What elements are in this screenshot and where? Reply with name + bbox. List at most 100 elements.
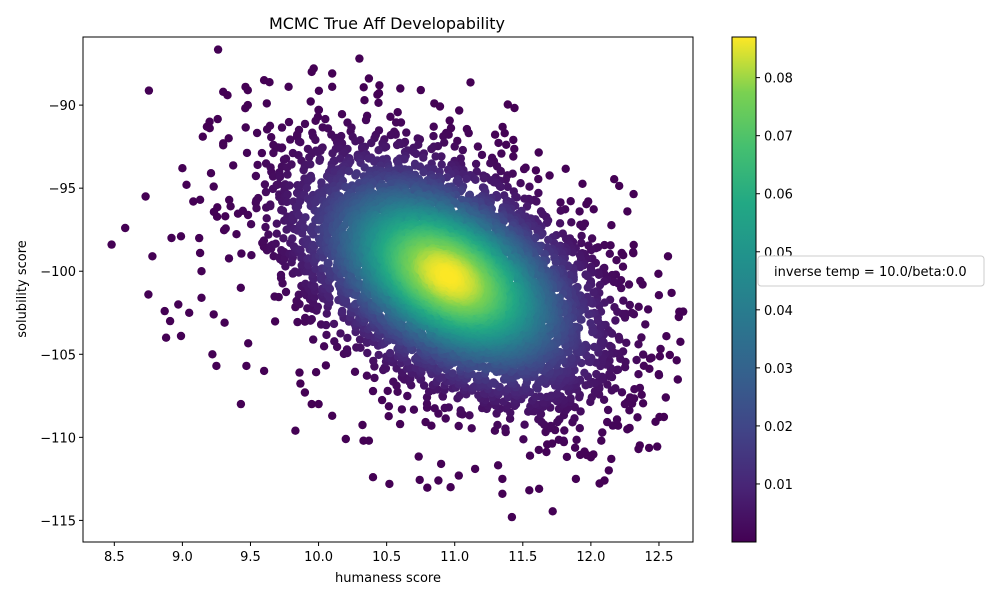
scatter-point — [556, 206, 565, 215]
scatter-point — [272, 219, 281, 228]
scatter-point — [619, 251, 628, 260]
scatter-point — [375, 81, 384, 90]
scatter-point — [653, 442, 662, 451]
scatter-point — [264, 230, 273, 239]
scatter-point — [614, 332, 623, 342]
scatter-point — [570, 414, 579, 423]
scatter-point — [314, 86, 324, 96]
scatter-point — [337, 110, 347, 119]
scatter-point — [358, 420, 367, 430]
scatter-point — [534, 484, 544, 493]
scatter-point — [281, 154, 291, 163]
scatter-point — [617, 388, 627, 397]
scatter-point — [224, 134, 233, 143]
scatter-point — [277, 144, 286, 153]
scatter-point — [262, 99, 271, 108]
scatter-point — [503, 100, 512, 109]
scatter-point — [525, 451, 535, 460]
scatter-point — [454, 421, 463, 431]
scatter-point — [548, 507, 557, 516]
scatter-point — [434, 476, 443, 485]
scatter-point — [260, 180, 270, 189]
scatter-point — [322, 309, 331, 318]
scatter-point — [209, 182, 218, 191]
scatter-point — [329, 319, 339, 329]
scatter-point — [656, 344, 665, 354]
scatter-point — [362, 371, 372, 380]
scatter-point — [351, 137, 360, 146]
scatter-point — [213, 203, 222, 212]
scatter-point — [198, 132, 207, 141]
scatter-point — [328, 82, 337, 92]
scatter-point — [277, 123, 287, 132]
scatter-point — [324, 259, 333, 268]
scatter-point — [314, 147, 323, 157]
scatter-point — [321, 320, 331, 330]
scatter-point — [623, 425, 632, 434]
scatter-point — [195, 195, 205, 204]
scatter-point — [619, 296, 628, 305]
scatter-point — [261, 222, 270, 232]
scatter-point — [251, 171, 261, 181]
scatter-point — [505, 414, 515, 423]
scatter-point — [223, 91, 232, 100]
scatter-point — [594, 270, 604, 279]
scatter-point — [300, 223, 309, 232]
scatter-point — [534, 445, 543, 455]
scatter-point — [328, 149, 337, 158]
scatter-point — [622, 338, 631, 347]
scatter-point — [195, 248, 205, 258]
scatter-point — [576, 407, 585, 416]
scatter-point — [470, 464, 480, 474]
scatter-point — [224, 254, 234, 263]
scatter-point — [525, 182, 534, 191]
scatter-point — [620, 399, 630, 409]
scatter-point — [464, 128, 473, 138]
scatter-point — [243, 210, 253, 220]
scatter-point — [577, 231, 586, 241]
scatter-point — [412, 149, 421, 159]
scatter-point — [595, 280, 605, 290]
scatter-point — [301, 213, 310, 222]
scatter-point — [554, 435, 563, 444]
scatter-point — [465, 411, 474, 420]
scatter-point — [638, 399, 648, 408]
scatter-point — [507, 512, 517, 522]
scatter-point — [381, 364, 391, 373]
scatter-point — [466, 78, 475, 87]
scatter-point — [306, 97, 315, 106]
scatter-point — [176, 232, 186, 241]
scatter-point — [427, 144, 436, 154]
scatter-point — [338, 306, 347, 316]
scatter-point — [609, 277, 618, 287]
scatter-point — [605, 249, 614, 258]
scatter-point — [467, 424, 476, 433]
scatter-point — [441, 414, 450, 423]
scatter-point — [161, 333, 171, 342]
scatter-point — [237, 249, 246, 258]
scatter-point — [458, 145, 467, 155]
scatter-point — [575, 424, 584, 433]
scatter-point — [603, 405, 613, 415]
scatter-point — [350, 367, 360, 376]
scatter-point — [296, 379, 305, 388]
scatter-point — [419, 153, 428, 162]
scatter-point — [232, 230, 241, 239]
scatter-point — [598, 428, 607, 437]
scatter-point — [500, 129, 509, 138]
scatter-point — [581, 381, 590, 390]
scatter-point — [610, 303, 619, 312]
scatter-point — [208, 350, 217, 359]
scatter-point — [309, 230, 318, 239]
scatter-point — [629, 249, 638, 258]
scatter-point — [486, 159, 495, 168]
scatter-point — [241, 104, 250, 113]
scatter-point — [490, 130, 500, 139]
scatter-point — [429, 122, 438, 131]
scatter-point — [534, 188, 543, 198]
scatter-point — [342, 345, 352, 354]
scatter-point — [612, 415, 622, 424]
scatter-point — [510, 103, 519, 113]
scatter-point — [589, 288, 598, 297]
scatter-point — [423, 483, 432, 492]
